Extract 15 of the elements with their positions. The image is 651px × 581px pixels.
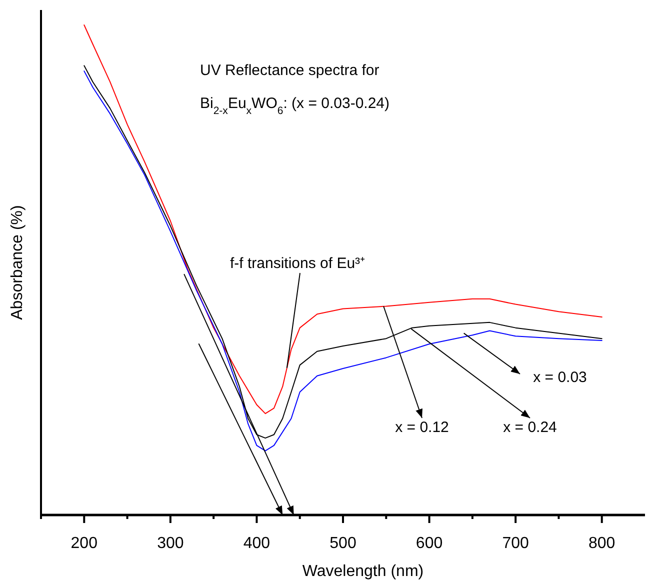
x-tick-label: 600 [416,535,443,552]
x-axis-title: Wavelength (nm) [302,563,424,580]
text: Bi$_{2-x}$Eu$_{x}$WO$_{6}$: (x = 0.03-0.24) [200,95,390,117]
x-tick-label: 500 [330,535,356,552]
x-tick-label: 700 [502,535,530,552]
annotation: f-f transitions of Eu³⁺ [230,255,366,272]
annotation: x = 0.03 [533,369,587,386]
x-tick-label: 300 [157,535,184,552]
y-axis-title: Absorbance (%) [9,205,26,320]
x-tick-label: 200 [70,535,98,552]
annotation: x = 0.24 [503,419,557,436]
text: UV Reflectance spectra for [200,62,380,79]
x-tick-label: 800 [588,535,616,552]
annotation: x = 0.12 [395,419,449,436]
x-tick-label: 400 [243,535,270,552]
